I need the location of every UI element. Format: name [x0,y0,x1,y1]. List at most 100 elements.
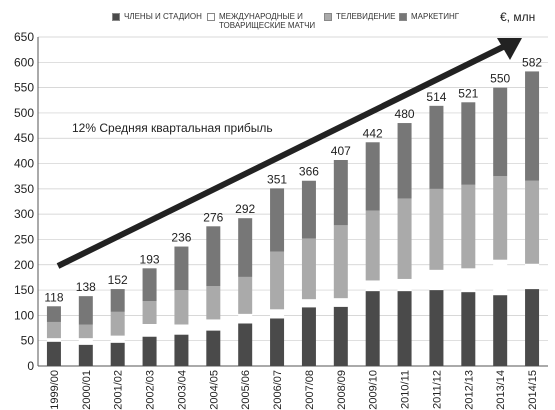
bar-segment [46,338,61,342]
total-label: 292 [235,202,255,216]
x-tick-label: 2002/03 [145,370,157,410]
bar-segment [206,330,221,366]
total-label: 152 [108,273,128,287]
x-tick-label: 2010/11 [400,370,412,409]
total-label: 366 [299,165,319,179]
y-tick-label: 150 [14,283,34,297]
total-label: 118 [44,290,63,304]
x-tick-label: 2007/08 [304,370,316,410]
y-tick-label: 300 [14,207,34,221]
bar-segment [397,123,412,199]
total-label: 351 [267,172,287,186]
legend-label: МЕЖДУНАРОДНЫЕ И ТОВАРИЩЕСКИЕ МАТЧИ [219,12,316,30]
bar-segment [238,218,253,277]
total-label: 193 [140,252,160,266]
bar-segment [270,309,285,319]
bar-segment [270,188,285,252]
total-label: 550 [490,72,510,86]
total-label: 407 [331,144,351,158]
legend-swatch [112,13,120,21]
bar-segment [78,338,93,345]
bar-segment [270,251,285,310]
y-tick-label: 400 [14,157,34,171]
bar-segment [78,344,93,366]
bar-segment [365,291,380,366]
legend-swatch [324,13,332,21]
bar-segment [174,290,189,325]
bar-segment [206,319,221,331]
y-tick-label: 450 [14,131,34,145]
bar-segment [174,246,189,291]
bar-segment [493,295,508,366]
y-tick-label: 0 [27,359,34,373]
x-tick-label: 2004/05 [208,370,220,410]
bar-segment [333,298,348,307]
bar-segment [493,87,508,177]
y-tick-label: 250 [14,232,34,246]
bar-segment [429,188,444,270]
bar-segment [110,311,125,336]
total-label: 514 [426,90,446,104]
bar-segment [174,334,189,366]
bar-segment [301,307,316,366]
bar-segment [238,313,253,324]
x-tick-label: 2013/14 [495,370,507,410]
total-label: 442 [363,126,383,140]
bar-segment [493,176,508,260]
bar-segment [525,180,540,264]
legend-label: МАРКЕТИНГ [411,12,460,21]
bar-segment [238,323,253,366]
bar-segment [206,286,221,320]
bar-segment [301,238,316,300]
bar-segment [301,299,316,308]
total-label: 236 [171,231,191,245]
bar-segment [142,323,157,337]
bar-segment [142,301,157,324]
legend-label: ТЕЛЕВИДЕНИЕ [336,12,396,21]
bar-segment [461,184,476,269]
bar-segment [78,296,93,325]
bar-segment [429,269,444,291]
bar-segment [238,276,253,314]
total-label: 138 [76,280,96,294]
x-tick-label: 2006/07 [272,370,284,410]
total-label: 480 [395,107,415,121]
x-tick-label: 2009/10 [368,370,380,410]
annotation: 12% Средняя квартальная прибыль [72,121,273,135]
x-tick-label: 2000/01 [81,370,93,410]
bar-segment [429,290,444,366]
bar-segment [365,210,380,281]
bar-segment [525,263,540,290]
total-label: 276 [203,210,223,224]
bar-segment [142,268,157,302]
bar-segment [461,268,476,293]
bar-segment [110,289,125,312]
unit-label: €, млн [500,10,535,24]
legend-label: ЧЛЕНЫ И СТАДИОН [124,12,202,21]
y-tick-label: 350 [14,182,34,196]
bar-segment [493,259,508,296]
bar-segment [525,71,540,181]
legend-item: ЧЛЕНЫ И СТАДИОН [112,12,202,21]
bar-segment [174,324,189,335]
y-tick-label: 550 [14,81,34,95]
bar-segment [397,291,412,366]
bar-segment [301,180,316,239]
bar-segment [46,321,61,339]
bar-segment [206,226,221,287]
bar-segment [78,324,93,339]
x-tick-label: 2012/13 [463,370,475,410]
bar-segment [365,142,380,211]
bar-segment [525,289,540,366]
trend-arrow [56,43,507,269]
bar-segment [270,318,285,366]
bar-segment [397,198,412,279]
x-tick-label: 1999/00 [49,370,61,410]
bar-segment [429,105,444,189]
legend-item: МАРКЕТИНГ [399,12,459,21]
y-tick-label: 200 [14,258,34,272]
legend-item: МЕЖДУНАРОДНЫЕ И ТОВАРИЩЕСКИЕ МАТЧИ [207,12,319,30]
bar-segment [365,280,380,292]
